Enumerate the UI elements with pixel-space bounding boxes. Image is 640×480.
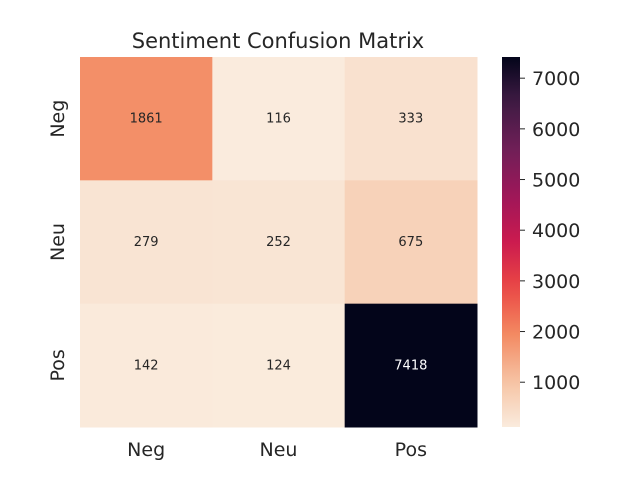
heatmap-cell: [344, 303, 478, 428]
cell-value-label: 279: [134, 235, 159, 250]
colorbar-tick-label: 2000: [532, 322, 580, 344]
heatmap-cell: [344, 180, 478, 305]
heatmap-cells: [80, 57, 478, 428]
colorbar: 1000 2000 3000 4000 5000 6000 7000: [502, 57, 580, 427]
heatmap-cell: [80, 180, 213, 305]
x-axis-tick-labels: Neg Neu Pos: [127, 439, 427, 461]
cell-value-label: 1861: [130, 112, 163, 127]
cell-value-label: 252: [266, 235, 291, 250]
cell-value-label: 142: [134, 358, 159, 373]
colorbar-tick-label: 7000: [532, 68, 580, 90]
x-tick-label: Neu: [260, 439, 298, 461]
heatmap-cell: [80, 303, 213, 428]
colorbar-tick-label: 5000: [532, 170, 580, 192]
cell-value-label: 116: [266, 112, 291, 127]
heatmap-cell: [80, 57, 213, 181]
heatmap-cell: [212, 180, 346, 305]
colorbar-gradient: [502, 57, 520, 427]
heatmap-cell-labels: 1861 116 333 279 252 675 142 124 7418: [130, 112, 428, 374]
colorbar-tick-label: 4000: [532, 220, 580, 242]
y-tick-label: Neu: [47, 223, 69, 261]
x-tick-label: Neg: [127, 439, 165, 461]
y-tick-label: Neg: [47, 100, 69, 138]
colorbar-tick-label: 3000: [532, 271, 580, 293]
cell-value-label: 7418: [394, 358, 427, 373]
colorbar-tick-label: 1000: [532, 372, 580, 394]
cell-value-label: 124: [266, 358, 291, 373]
chart-title: Sentiment Confusion Matrix: [132, 29, 424, 53]
heatmap-cell: [212, 303, 346, 428]
cell-value-label: 675: [398, 235, 423, 250]
heatmap-cell: [344, 57, 478, 181]
heatmap-cell: [212, 57, 346, 181]
cell-value-label: 333: [398, 112, 423, 127]
x-tick-label: Pos: [395, 439, 427, 461]
y-tick-label: Pos: [47, 349, 69, 381]
y-axis-tick-labels: Neg Neu Pos: [47, 100, 69, 382]
colorbar-tick-label: 6000: [532, 119, 580, 141]
